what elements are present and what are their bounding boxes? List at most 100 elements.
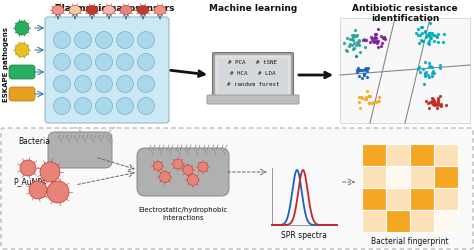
Point: [419, 25, 426, 29]
Point: [353, 40, 361, 44]
FancyBboxPatch shape: [137, 148, 229, 196]
Point: [344, 49, 351, 53]
Text: ESKAPE pathogens: ESKAPE pathogens: [3, 28, 9, 102]
Point: [362, 97, 370, 101]
Point: [351, 28, 359, 32]
Point: [375, 98, 383, 102]
Bar: [410, 144, 434, 166]
Point: [418, 25, 425, 29]
Circle shape: [173, 159, 183, 169]
Point: [356, 96, 363, 100]
Circle shape: [47, 181, 69, 203]
Point: [375, 95, 383, 99]
Point: [346, 42, 354, 46]
Point: [416, 41, 423, 45]
Circle shape: [74, 54, 91, 70]
Point: [374, 27, 382, 31]
Point: [434, 32, 441, 36]
Circle shape: [15, 43, 29, 57]
Point: [428, 99, 436, 103]
Point: [433, 103, 441, 107]
Point: [362, 68, 369, 71]
Point: [426, 30, 434, 34]
Point: [359, 38, 366, 42]
Point: [365, 100, 373, 104]
Point: [369, 39, 377, 43]
Point: [425, 61, 433, 65]
Point: [362, 66, 370, 70]
Circle shape: [54, 98, 71, 114]
Point: [363, 69, 371, 73]
Point: [415, 33, 422, 37]
Point: [357, 106, 365, 110]
Point: [436, 104, 444, 108]
Point: [352, 43, 360, 47]
Point: [361, 66, 368, 70]
Point: [424, 33, 432, 37]
Circle shape: [54, 54, 71, 70]
Bar: [410, 210, 434, 232]
FancyBboxPatch shape: [215, 55, 291, 97]
Point: [429, 33, 437, 37]
Point: [419, 39, 426, 43]
Point: [357, 95, 365, 99]
Point: [360, 73, 367, 77]
Point: [428, 100, 436, 104]
Point: [359, 68, 367, 72]
Point: [421, 72, 429, 76]
Point: [433, 106, 441, 110]
Ellipse shape: [86, 6, 98, 15]
Point: [362, 95, 370, 99]
FancyBboxPatch shape: [212, 52, 293, 100]
FancyBboxPatch shape: [48, 132, 112, 168]
Point: [435, 96, 442, 100]
Point: [424, 73, 432, 77]
FancyBboxPatch shape: [207, 95, 299, 104]
Circle shape: [154, 162, 163, 170]
Point: [425, 30, 433, 34]
Point: [421, 74, 428, 78]
Point: [361, 38, 369, 42]
Circle shape: [74, 32, 91, 48]
Point: [433, 101, 441, 105]
Point: [365, 94, 373, 98]
Point: [366, 40, 374, 44]
Bar: [410, 188, 434, 210]
Point: [348, 37, 356, 41]
Point: [415, 65, 422, 69]
FancyBboxPatch shape: [9, 65, 35, 79]
Point: [424, 101, 431, 105]
Circle shape: [117, 76, 134, 92]
Bar: [386, 210, 410, 232]
Bar: [386, 166, 410, 188]
Point: [426, 20, 434, 24]
Circle shape: [198, 162, 208, 172]
Point: [345, 44, 353, 48]
Point: [360, 72, 368, 76]
Point: [353, 34, 360, 38]
Point: [361, 45, 368, 49]
Point: [374, 45, 382, 49]
Point: [354, 41, 362, 45]
Point: [355, 38, 363, 42]
Text: # HCA   # LDA: # HCA # LDA: [230, 71, 276, 76]
FancyBboxPatch shape: [218, 58, 288, 94]
Text: Bacterial fingerprint: Bacterial fingerprint: [371, 237, 449, 246]
Point: [350, 46, 358, 50]
Point: [365, 94, 373, 98]
Bar: [386, 144, 410, 166]
Point: [361, 96, 368, 100]
Circle shape: [95, 98, 112, 114]
Point: [414, 27, 422, 31]
Point: [381, 37, 388, 41]
Point: [372, 32, 380, 36]
Circle shape: [117, 54, 134, 70]
Point: [421, 60, 428, 64]
Circle shape: [137, 54, 155, 70]
Point: [357, 68, 365, 72]
Point: [341, 41, 348, 45]
Point: [424, 42, 432, 46]
Point: [354, 70, 361, 74]
Bar: [434, 188, 458, 210]
Point: [432, 102, 439, 106]
